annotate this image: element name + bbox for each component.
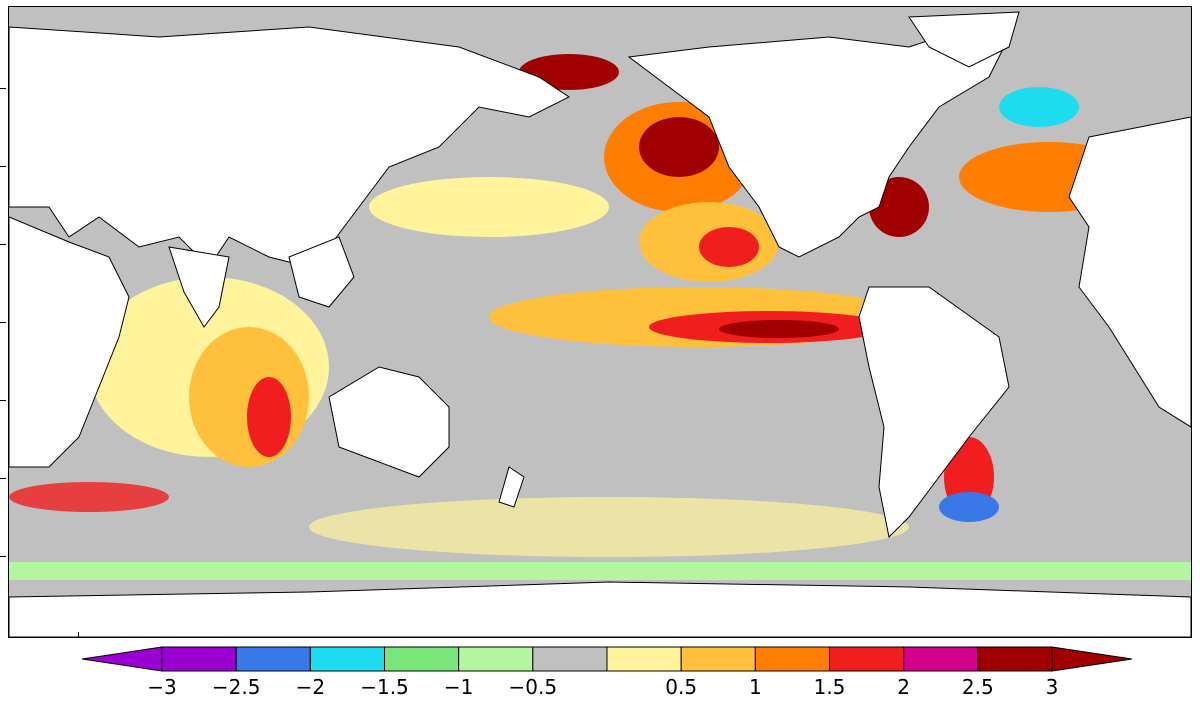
extreme-anomaly-equatorial-pacific <box>719 320 839 338</box>
warm-anomaly-south-indian <box>189 327 309 467</box>
hot-anomaly-south-indian <box>247 377 291 457</box>
colorbar-tick-label: 0.5 <box>665 675 698 699</box>
land-masses <box>9 11 1191 637</box>
hot-anomaly-north-pacific <box>639 117 719 177</box>
colorbar-segment <box>606 646 682 672</box>
lat-tick <box>0 478 6 479</box>
landmass-africa <box>9 216 130 468</box>
colorbar-tick-label: −2 <box>295 675 326 699</box>
lat-tick <box>0 166 6 167</box>
colorbar-cap-min <box>82 646 163 672</box>
landmass-india <box>168 246 230 328</box>
lat-tick <box>0 88 6 89</box>
colorbar-segment <box>309 646 385 672</box>
lat-tick <box>0 556 6 557</box>
colorbar-segment <box>384 646 460 672</box>
warm-anomaly-south-pacific <box>309 497 909 557</box>
landmass-europe-africa-east <box>1068 116 1191 428</box>
colorbar-segment <box>532 646 608 672</box>
colorbar-segment <box>458 646 534 672</box>
warm-anomaly-kuroshio <box>369 177 609 237</box>
map-canvas <box>9 11 1191 637</box>
colorbar-tick-label: 2 <box>897 675 911 699</box>
landmass-new-zealand <box>498 466 525 508</box>
sst-anomaly-map <box>8 6 1192 638</box>
colorbar-tick-label: 1.5 <box>813 675 846 699</box>
lat-tick <box>0 322 6 323</box>
colorbar-segment <box>754 646 830 672</box>
colorbar-tick-label: −1.5 <box>360 675 409 699</box>
hot-anomaly-northeast-pacific <box>699 227 759 267</box>
colorbar-segment <box>235 646 311 672</box>
colorbar-segment <box>161 646 237 672</box>
colorbar-tick-label: −3 <box>147 675 177 699</box>
cold-anomaly-north-atlantic <box>999 87 1079 127</box>
landmass-north-america <box>627 26 1010 258</box>
colorbar-tick-label: 2.5 <box>961 675 994 699</box>
colorbar <box>82 646 1132 672</box>
landmass-south-america <box>858 286 1010 539</box>
lon-tick <box>78 632 79 637</box>
colorbar-segment <box>977 646 1053 672</box>
colorbar-segment <box>680 646 756 672</box>
colorbar-tick-label: 1 <box>748 675 762 699</box>
colorbar-tick-label: −1 <box>443 675 474 699</box>
landmass-australia <box>328 366 450 478</box>
landmass-southeast-asia <box>288 236 355 308</box>
colorbar-segment <box>829 646 905 672</box>
cool-band-southern-ocean <box>9 562 1191 580</box>
anomaly-patches <box>9 54 1191 580</box>
cold-anomaly-south-atlantic <box>939 492 999 522</box>
hot-anomaly-southwest-indian <box>9 482 169 512</box>
colorbar-cap-max <box>1051 646 1132 672</box>
landmass-greenland <box>908 11 1020 68</box>
colorbar-segments <box>82 646 1132 672</box>
colorbar-tick-label: −0.5 <box>508 675 558 699</box>
colorbar-tick-label: 3 <box>1045 675 1059 699</box>
lat-tick <box>0 400 6 401</box>
colorbar-tick-label: −2.5 <box>211 675 261 699</box>
lat-tick <box>0 244 6 245</box>
colorbar-segment <box>903 646 979 672</box>
landmass-antarctica <box>9 581 1191 637</box>
